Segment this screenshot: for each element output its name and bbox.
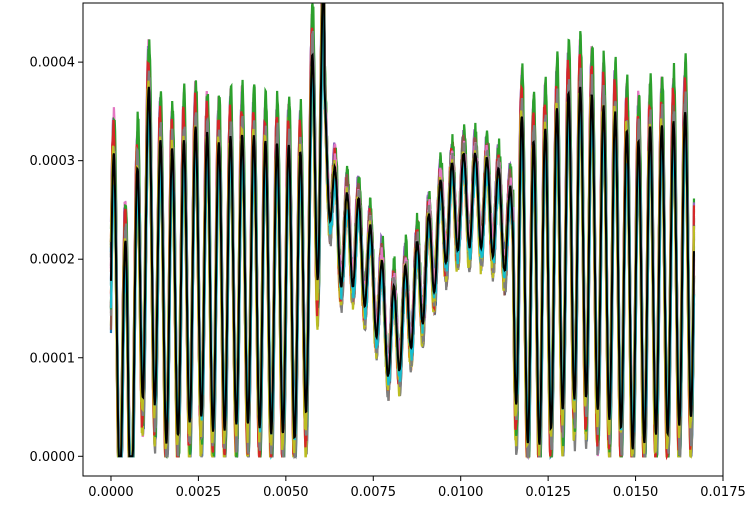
y-tick-label: 0.0003 [30,154,76,169]
y-tick-label: 0.0000 [30,450,76,465]
y-axis: 0.0000 0.0001 0.0002 0.0003 0.0004 [30,56,83,465]
x-tick-label: 0.0125 [525,485,571,500]
x-tick-label: 0.0075 [351,485,397,500]
plot-frame [82,2,724,477]
x-tick-label: 0.0150 [613,485,659,500]
x-tick-label: 0.0025 [176,485,222,500]
x-tick-label: 0.0000 [88,485,134,500]
y-tick-label: 0.0002 [30,253,76,268]
y-tick-label: 0.0004 [30,56,76,71]
x-axis: 0.0000 0.0025 0.0050 0.0075 0.0100 0.0125 0.01… [88,476,746,500]
mean-series [109,3,695,458]
y-tick-label: 0.0001 [30,351,76,366]
x-tick-label: 0.0050 [263,485,309,500]
mean-series-line [109,3,695,458]
x-tick-label: 0.0100 [438,485,484,500]
x-tick-label: 0.0175 [700,485,746,500]
